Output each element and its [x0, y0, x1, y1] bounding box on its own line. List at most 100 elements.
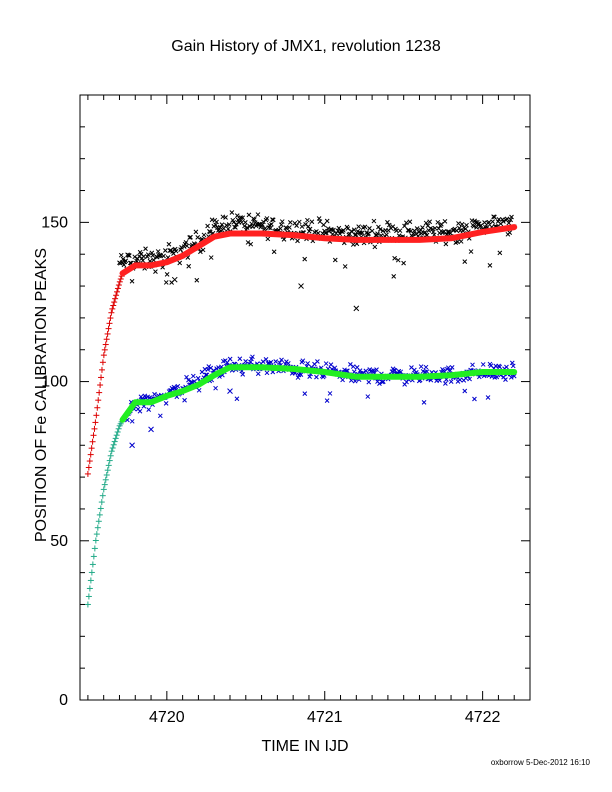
data-point-x-arm: [248, 241, 254, 247]
data-point-x-arm: [175, 383, 181, 389]
data-point-x-arm: [129, 278, 135, 284]
data-point-x-arm: [240, 372, 246, 377]
data-point-x-arm: [128, 399, 134, 405]
data-point-x-arm: [374, 367, 379, 372]
data-point-x-arm: [425, 223, 431, 229]
y-tick-label: 150: [41, 214, 68, 231]
data-point-x-arm: [462, 388, 468, 394]
data-point-x-arm: [123, 258, 129, 264]
data-point-x-arm: [458, 239, 464, 244]
data-point-x-arm: [431, 232, 437, 238]
data-point-x-arm: [165, 255, 171, 260]
data-point-x-arm: [189, 379, 194, 385]
data-point-x-arm: [230, 217, 236, 223]
data-point-x-arm: [355, 228, 361, 234]
data-point-x-arm: [363, 368, 369, 374]
data-marks: [84, 210, 518, 608]
data-point-x-arm: [408, 228, 414, 234]
data-point-x-arm: [248, 359, 253, 365]
data-point-x-arm: [145, 394, 151, 400]
data-point-x-arm: [217, 224, 223, 230]
data-point-x-arm: [121, 262, 127, 268]
data-point-x-arm: [294, 223, 299, 229]
data-point-x-arm: [300, 358, 306, 364]
data-point-x-arm: [407, 219, 413, 225]
data-point-x-arm: [229, 210, 235, 215]
data-point-x-arm: [137, 408, 143, 414]
data-point-x-arm: [207, 229, 213, 235]
data-point-x-arm: [184, 374, 189, 380]
data-point-x-arm: [324, 398, 330, 403]
data-point-x-arm: [392, 368, 398, 373]
data-point-x-arm: [508, 374, 514, 380]
data-point-x-arm: [456, 221, 461, 226]
data-point-x-arm: [378, 233, 384, 238]
data-point-x-arm: [155, 249, 161, 254]
data-point-x-arm: [445, 365, 451, 371]
data-point-x-arm: [364, 230, 370, 235]
data-point-x-arm: [166, 241, 172, 247]
data-point-x-arm: [396, 368, 402, 374]
data-point-x-arm: [196, 387, 202, 393]
data-point-x-arm: [305, 224, 311, 229]
data-point-x-arm: [265, 236, 271, 242]
data-point-x-arm: [167, 248, 173, 253]
data-point-x-arm: [191, 379, 197, 384]
data-point-x-arm: [278, 222, 284, 228]
data-point-x-arm: [385, 219, 390, 225]
data-point-x-arm: [497, 364, 503, 370]
x-tick-label: 4720: [149, 709, 185, 726]
data-point-x-arm: [384, 232, 389, 238]
data-point-x-arm: [227, 356, 233, 362]
data-point-x-arm: [264, 216, 270, 221]
y-tick-label: 0: [59, 692, 68, 709]
data-point-x-arm: [411, 367, 417, 373]
data-point-x-arm: [362, 224, 368, 230]
data-point-x-arm: [409, 365, 414, 370]
data-point-x-arm: [199, 236, 205, 242]
data-point-x-arm: [476, 374, 482, 380]
data-point-x-arm: [332, 257, 338, 263]
data-point-x-arm: [163, 280, 169, 285]
data-point-x-arm: [204, 372, 210, 378]
data-point-x-arm: [497, 250, 503, 256]
data-point-x-arm: [143, 246, 148, 252]
data-point-x-arm: [325, 226, 331, 231]
data-point-x-arm: [332, 365, 338, 371]
data-point-x-arm: [128, 260, 134, 266]
data-point-x-arm: [243, 359, 249, 364]
data-point-x-arm: [120, 256, 126, 262]
data-point-x-arm: [377, 227, 383, 232]
data-point-x-arm: [142, 393, 148, 399]
data-point-x-arm: [284, 226, 290, 231]
data-point-x-arm: [213, 385, 218, 391]
data-point-x-arm: [188, 234, 193, 240]
data-point-x-arm: [171, 276, 178, 283]
data-point-x-arm: [305, 361, 311, 366]
data-point-x-arm: [302, 391, 308, 397]
data-point-x-arm: [460, 228, 466, 234]
data-point-x-arm: [357, 368, 363, 373]
data-point-x-arm: [330, 231, 335, 237]
data-point-x-arm: [342, 264, 348, 269]
data-point-x-arm: [323, 230, 329, 236]
series-1: [84, 270, 126, 477]
data-point-x-arm: [146, 407, 152, 412]
data-point-x-arm: [421, 400, 427, 405]
data-point-x-arm: [367, 226, 372, 231]
data-point-x-arm: [149, 250, 155, 256]
data-point-x-arm: [457, 377, 463, 383]
data-point-x-arm: [348, 362, 353, 367]
data-point-x-arm: [485, 395, 491, 400]
axis-ticks: [80, 94, 531, 701]
plot-credit: oxborrow 5-Dec-2012 16:10: [490, 758, 590, 767]
data-point-x-arm: [278, 226, 283, 231]
data-point-x-arm: [351, 227, 357, 233]
data-point-x-arm: [510, 363, 516, 369]
data-point-x-arm: [315, 359, 320, 364]
data-point-x-arm: [496, 217, 502, 222]
data-point-x-arm: [264, 370, 270, 376]
data-point-x-arm: [349, 228, 354, 234]
data-point-x-arm: [242, 223, 247, 229]
